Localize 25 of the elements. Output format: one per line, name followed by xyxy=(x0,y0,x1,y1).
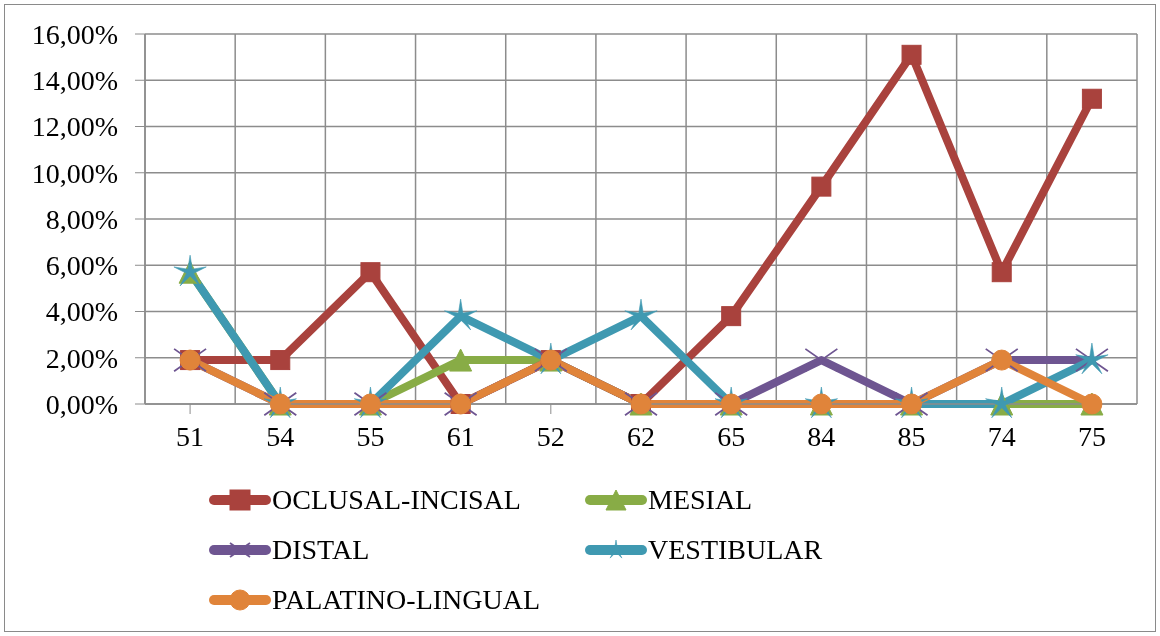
y-tick-label: 0,00% xyxy=(45,388,118,420)
y-tick-label: 12,00% xyxy=(31,111,118,143)
legend-label: VESTIBULAR xyxy=(648,534,823,566)
legend-label: OCLUSAL-INCISAL xyxy=(272,484,521,516)
x-tick-label: 75 xyxy=(1077,420,1106,452)
y-tick-label: 8,00% xyxy=(45,203,118,235)
x-tick-label: 84 xyxy=(807,420,836,452)
x-tick-label: 54 xyxy=(266,420,295,452)
legend-label: MESIAL xyxy=(648,484,753,516)
y-tick-label: 10,00% xyxy=(31,157,118,189)
y-tick-label: 16,00% xyxy=(31,18,118,50)
y-tick-label: 4,00% xyxy=(45,296,118,328)
y-tick-label: 14,00% xyxy=(31,65,118,97)
x-tick-label: 61 xyxy=(446,420,475,452)
x-tick-label: 85 xyxy=(897,420,926,452)
y-tick-label: 2,00% xyxy=(45,342,118,374)
x-tick-label: 52 xyxy=(536,420,565,452)
x-tick-label: 74 xyxy=(987,420,1016,452)
x-tick-label: 55 xyxy=(356,420,385,452)
x-tick-label: 51 xyxy=(176,420,205,452)
legend-label: DISTAL xyxy=(272,534,370,566)
y-tick-label: 6,00% xyxy=(45,250,118,282)
x-tick-label: 65 xyxy=(717,420,746,452)
legend-label: PALATINO-LINGUAL xyxy=(272,584,541,616)
x-tick-label: 62 xyxy=(627,420,655,452)
